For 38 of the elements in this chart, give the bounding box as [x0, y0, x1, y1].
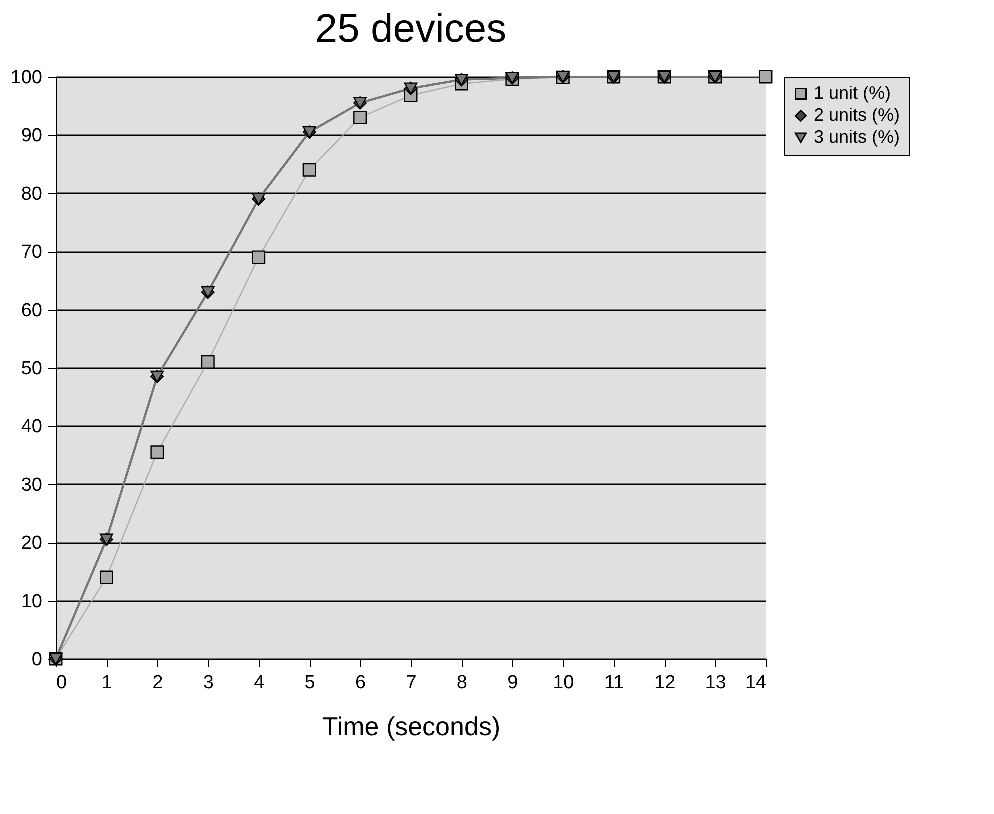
point [201, 355, 215, 369]
y-tick-label: 70 [21, 242, 42, 264]
y-tick-label: 50 [21, 358, 42, 380]
y-tick-label: 90 [21, 126, 42, 147]
x-tick-label: 1 [102, 672, 113, 694]
point [354, 111, 368, 124]
x-tick-label: 14 [745, 672, 767, 694]
chart-title: 25 devices [315, 7, 507, 51]
y-tick-label: 10 [21, 591, 42, 612]
legend-label: 2 units (%) [814, 105, 900, 125]
legend-label: 1 unit (%) [814, 83, 892, 103]
point [302, 163, 316, 177]
x-tick-label: 10 [553, 672, 574, 694]
x-tick-label: 5 [304, 672, 316, 694]
x-tick-label: 7 [406, 672, 417, 694]
y-tick-label: 20 [21, 533, 42, 554]
x-tick-label: 2 [152, 672, 164, 694]
x-tick-label: 13 [705, 672, 726, 694]
point [252, 250, 266, 264]
x-tick-label: 3 [203, 672, 214, 694]
x-axis-title: Time (seconds) [322, 712, 501, 742]
x-tick-label: 8 [456, 672, 468, 694]
legend-label: 3 units (%) [814, 127, 900, 147]
point [759, 70, 773, 84]
y-tick-label: 40 [21, 416, 42, 438]
x-tick-label: 12 [654, 672, 676, 694]
x-tick-label: 6 [355, 672, 366, 694]
x-tick-label: 0 [56, 672, 68, 694]
point [100, 570, 114, 584]
y-tick-label: 80 [21, 184, 42, 205]
x-tick-label: 9 [508, 672, 518, 694]
y-tick-label: 30 [21, 474, 42, 496]
x-tick-label: 11 [604, 672, 624, 694]
x-tick-label: 4 [254, 672, 266, 694]
y-tick-label: 100 [10, 68, 42, 88]
y-tick-label: 60 [21, 300, 42, 322]
y-tick-label: 0 [32, 650, 42, 670]
point [150, 446, 164, 460]
